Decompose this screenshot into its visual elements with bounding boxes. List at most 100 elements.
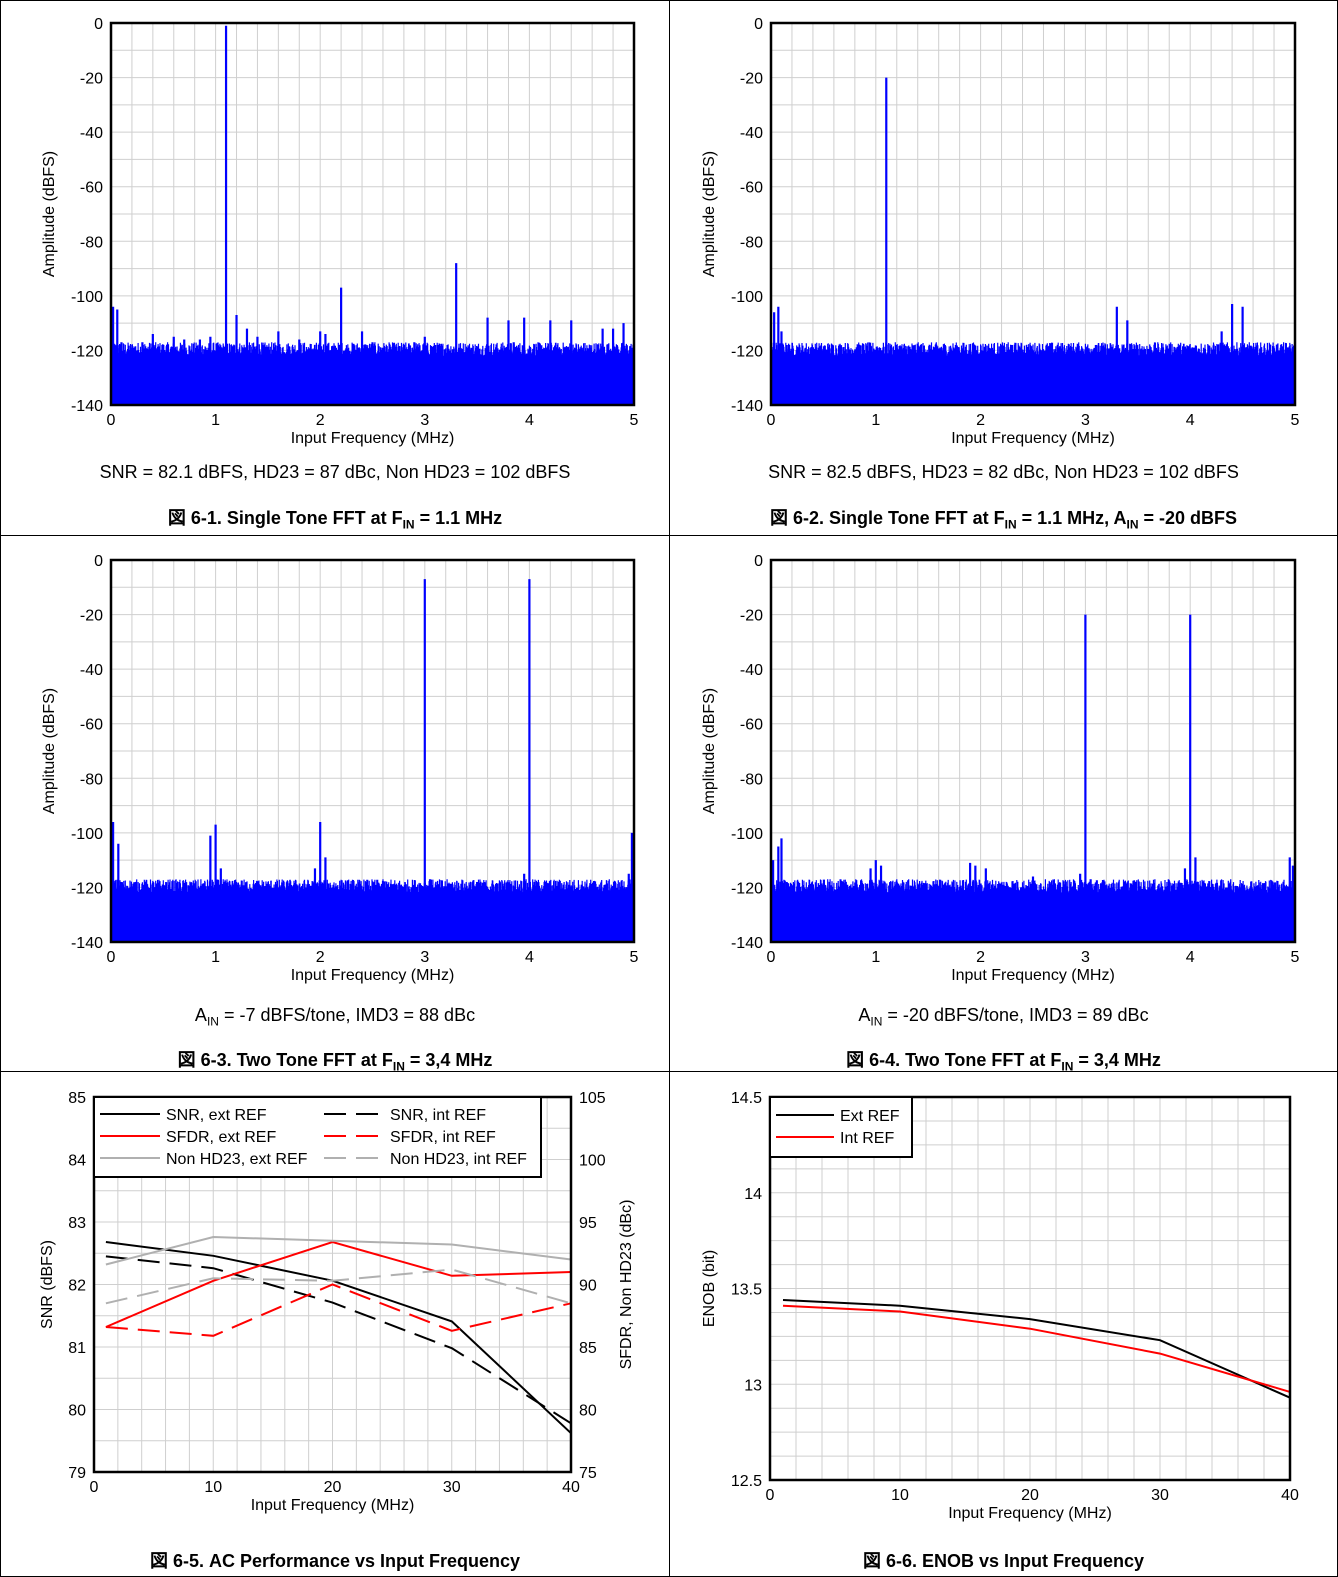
plot-frame <box>109 558 636 944</box>
plot-frame <box>768 1095 1292 1482</box>
legend-label: Int REF <box>840 1130 894 1147</box>
x-tick-label: 1 <box>871 412 880 429</box>
y2-tick-label: 85 <box>579 1340 597 1357</box>
x-tick-label: 20 <box>1021 1487 1039 1504</box>
y2-tick-label: 80 <box>579 1403 597 1420</box>
legend-label: SNR, int REF <box>390 1107 486 1124</box>
caption-text: 図 6-1. Single Tone FFT at F <box>167 508 403 528</box>
series-line <box>105 1235 572 1266</box>
x-axis-label: Input Frequency (MHz) <box>951 430 1115 447</box>
series-line <box>105 1240 572 1328</box>
x-tick-label: 5 <box>1291 412 1300 429</box>
y-tick-label: 84 <box>68 1153 86 1170</box>
y-axis-label: SNR (dBFS) <box>39 1240 56 1329</box>
y-tick-label: -20 <box>80 71 103 88</box>
y-tick-label: -120 <box>71 880 103 897</box>
plot-frame <box>769 558 1297 944</box>
x-axis-label: Input Frequency (MHz) <box>951 967 1115 984</box>
y-tick-label: 14.5 <box>731 1090 762 1107</box>
subscript: IN <box>402 517 415 532</box>
x-axis-label: Input Frequency (MHz) <box>291 967 455 984</box>
figure-6-4-panel: AIN = -20 dBFS/tone, IMD3 = 89 dBc 図 6-4… <box>669 535 1338 1074</box>
y-tick-label: 0 <box>94 16 103 33</box>
legend-label: SNR, ext REF <box>166 1107 267 1124</box>
legend-box <box>769 1096 913 1158</box>
y-tick-label: -40 <box>740 125 763 142</box>
legend-label: Non HD23, ext REF <box>166 1151 308 1168</box>
caption-text: 図 6-5. AC Performance vs Input Frequency <box>149 1551 521 1571</box>
plot-frame <box>109 21 636 407</box>
series-line <box>782 1304 1291 1393</box>
y-tick-label: -40 <box>80 662 103 679</box>
x-tick-label: 30 <box>443 1479 461 1496</box>
caption-text: = -20 dBFS <box>1138 508 1238 528</box>
y-tick-label: 80 <box>68 1403 86 1420</box>
chart-1: 0 1 2 3 4 5 0 -20 -40 -60 -80 -100 -120 -140 Input Fre… <box>41 16 639 447</box>
figure-note: AIN = -20 dBFS/tone, IMD3 = 89 dBc <box>670 1005 1337 1029</box>
x-tick-label: 0 <box>107 949 116 966</box>
legend: SNR, ext REF SNR, int REF SFDR, ext REF SFD… <box>93 1096 542 1178</box>
y-tick-label: -140 <box>731 935 763 952</box>
x-tick-label: 40 <box>1281 1487 1299 1504</box>
y2-tick-label: 100 <box>579 1153 606 1170</box>
x-tick-label: 0 <box>107 412 116 429</box>
x-tick-label: 2 <box>316 412 325 429</box>
y-tick-label: 0 <box>754 16 763 33</box>
y2-tick-label: 75 <box>579 1465 597 1482</box>
x-tick-label: 40 <box>562 1479 580 1496</box>
x-tick-label: 0 <box>767 412 776 429</box>
y-tick-label: -80 <box>80 234 103 251</box>
chart-6: 0 10 20 30 40 12.5 13 13.5 14 14.5 Input Frequency… <box>701 1090 1299 1522</box>
caption-text: 図 6-6. ENOB vs Input Frequency <box>862 1551 1145 1571</box>
x-tick-label: 4 <box>525 949 534 966</box>
legend-label: Non HD23, int REF <box>390 1151 527 1168</box>
y2-tick-label: 90 <box>579 1278 597 1295</box>
y-tick-label: -120 <box>731 880 763 897</box>
figure-caption: 図 6-2. Single Tone FFT at FIN = 1.1 MHz,… <box>670 504 1337 532</box>
figure-caption: 図 6-5. AC Performance vs Input Frequency <box>1 1547 669 1573</box>
y2-tick-label: 95 <box>579 1215 597 1232</box>
x-tick-label: 5 <box>630 949 639 966</box>
x-tick-label: 10 <box>204 1479 222 1496</box>
figure-note: SNR = 82.5 dBFS, HD23 = 82 dBc, Non HD23… <box>768 462 1239 482</box>
y-tick-label: 13 <box>744 1377 762 1394</box>
plot-frame <box>769 21 1297 407</box>
y-tick-label: 12.5 <box>731 1473 762 1490</box>
y2-tick-label: 105 <box>579 1090 606 1107</box>
x-tick-label: 0 <box>766 1487 775 1504</box>
x-tick-label: 2 <box>976 949 985 966</box>
y-tick-label: 0 <box>94 553 103 570</box>
chart-5: 0 10 20 30 40 79 80 81 82 83 84 85 75 80 85 90 95 100 105 I… <box>39 1090 635 1514</box>
y-tick-label: -60 <box>80 180 103 197</box>
x-axis-label: Input Frequency (MHz) <box>948 1505 1112 1522</box>
x-tick-label: 20 <box>324 1479 342 1496</box>
y-tick-label: 81 <box>68 1340 86 1357</box>
y-tick-label: -120 <box>71 343 103 360</box>
subscript: IN <box>1061 1059 1074 1074</box>
caption-text: 図 6-4. Two Tone FFT at F <box>846 1050 1062 1070</box>
y-tick-label: 0 <box>754 553 763 570</box>
series-line <box>105 1283 572 1337</box>
y-tick-label: -20 <box>740 608 763 625</box>
caption-text: = 3,4 MHz <box>404 1050 493 1070</box>
subscript: IN <box>392 1059 405 1074</box>
caption-text: = 1.1 MHz <box>414 508 503 528</box>
subscript: IN <box>1004 517 1017 532</box>
x-tick-label: 3 <box>420 412 429 429</box>
x-tick-label: 10 <box>891 1487 909 1504</box>
x-tick-label: 2 <box>316 949 325 966</box>
y-axis-label: Amplitude (dBFS) <box>701 151 718 277</box>
y-tick-label: -100 <box>731 826 763 843</box>
y-tick-label: -140 <box>71 398 103 415</box>
subscript: IN <box>870 1014 883 1029</box>
y-tick-label: -100 <box>71 826 103 843</box>
y-axis-label: Amplitude (dBFS) <box>701 688 718 814</box>
chart-4: 0 1 2 3 4 5 0 -20 -40 -60 -80 -100 -120 -140 Input Fre… <box>701 553 1300 984</box>
y-tick-label: -140 <box>731 398 763 415</box>
figure-caption: 図 6-3. Two Tone FFT at FIN = 3,4 MHz <box>1 1046 669 1074</box>
y-tick-label: 13.5 <box>731 1282 762 1299</box>
y-tick-label: 82 <box>68 1278 86 1295</box>
figure-caption: 図 6-6. ENOB vs Input Frequency <box>670 1547 1337 1573</box>
